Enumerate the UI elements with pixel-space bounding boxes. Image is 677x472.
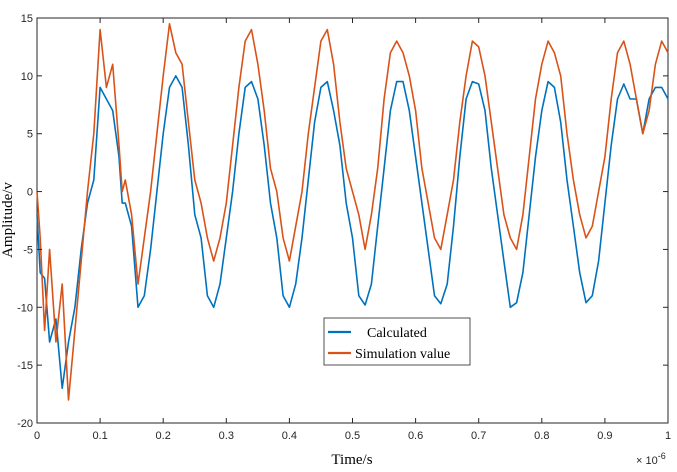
x-tick-label: 0.3 xyxy=(219,430,234,442)
x-tick-label: 0.1 xyxy=(92,430,107,442)
y-tick-label: -10 xyxy=(17,302,33,314)
x-tick-label: 0.8 xyxy=(534,430,549,442)
y-tick-label: -15 xyxy=(17,360,33,372)
legend-label-simulation: Simulation value xyxy=(355,347,450,362)
series-line-simulation-value xyxy=(36,22,669,401)
x-tick-label: 1 xyxy=(665,430,671,442)
series-layer xyxy=(36,22,669,401)
y-tick-label: 5 xyxy=(27,129,33,141)
x-exponent-base: × 10 xyxy=(636,455,658,467)
x-exponent-power: -6 xyxy=(658,451,666,461)
x-tick-label: 0.9 xyxy=(597,430,612,442)
x-tick-label: 0.2 xyxy=(156,430,171,442)
x-tick-label: 0.6 xyxy=(408,430,423,442)
x-tick-label: 0.5 xyxy=(345,430,360,442)
y-tick-label: -5 xyxy=(23,244,33,256)
legend: Calculated Simulation value xyxy=(323,317,471,366)
x-exponent-label: × 10-6 xyxy=(636,451,666,467)
legend-box xyxy=(323,317,471,366)
y-axis-label: Amplitude/v xyxy=(0,182,16,258)
x-axis-ticks: 0 0.1 0.2 0.3 0.4 0.5 0.6 0.7 0.8 0.9 1 xyxy=(34,18,671,442)
legend-label-calculated: Calculated xyxy=(367,326,427,341)
y-tick-label: 0 xyxy=(27,187,33,199)
x-tick-label: 0 xyxy=(34,430,40,442)
series-line-calculated xyxy=(36,75,669,390)
x-axis-label: Time/s xyxy=(331,452,372,468)
x-tick-label: 0.7 xyxy=(471,430,486,442)
y-axis-ticks: 15 10 5 0 -5 -10 -15 -20 xyxy=(17,13,668,430)
y-tick-label: -20 xyxy=(17,418,33,430)
y-tick-label: 15 xyxy=(21,13,33,25)
y-tick-label: 10 xyxy=(21,71,33,83)
x-tick-label: 0.4 xyxy=(282,430,297,442)
